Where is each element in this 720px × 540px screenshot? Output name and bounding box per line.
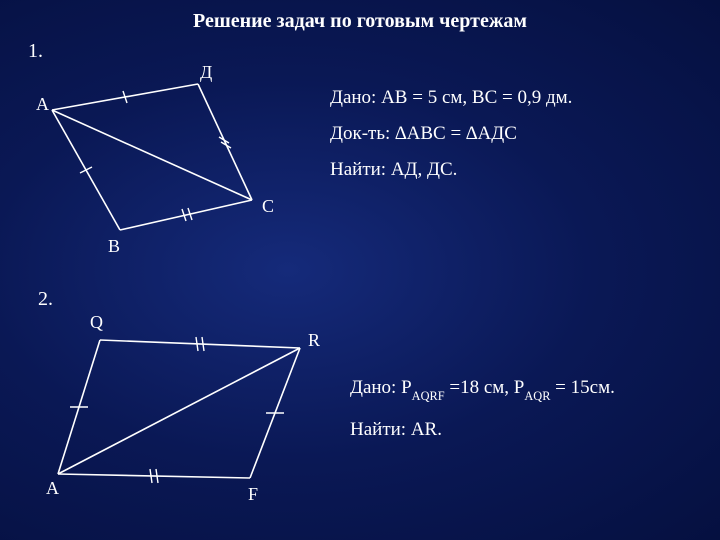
vertex-label-F: F [248, 484, 258, 504]
p2-given-sub1: AQRF [412, 389, 445, 403]
p2-given-suffix: = 15см. [550, 377, 614, 398]
diagonal-AR [58, 348, 300, 474]
problem-2-number: 2. [38, 288, 53, 311]
vertex-label-R: R [308, 330, 320, 350]
edge-QR [100, 340, 300, 348]
vertex-label-B: В [108, 236, 120, 256]
edge-FA [58, 474, 250, 478]
edge-CB [120, 200, 252, 230]
tick-AF-1 [150, 469, 152, 483]
p1-prove: Док-ть: ∆АВС = ∆АДС [330, 116, 572, 152]
p2-given-mid: =18 см, P [445, 377, 525, 398]
vertex-label-A1: А [36, 94, 49, 114]
tick-AF-2 [156, 469, 158, 483]
problem-2-text: Дано: PAQRF =18 см, PAQR = 15см. Найти: … [350, 370, 615, 448]
page-title: Решение задач по готовым чертежам [0, 10, 720, 33]
tick-AB [80, 167, 92, 173]
tick-QR-1 [196, 337, 198, 351]
vertex-label-A2: A [46, 478, 59, 498]
p2-find: Найти: AR. [350, 412, 615, 448]
slide: Решение задач по готовым чертежам 1. А Д… [0, 0, 720, 540]
vertex-label-C: С [262, 196, 274, 216]
p2-given-sub2: AQR [524, 389, 550, 403]
p2-given-prefix: Дано: P [350, 377, 412, 398]
diagonal-AC [52, 110, 252, 200]
p1-given: Дано: АВ = 5 см, ВС = 0,9 дм. [330, 80, 572, 116]
vertex-label-Q: Q [90, 312, 103, 332]
edge-DC [198, 84, 252, 200]
p2-given: Дано: PAQRF =18 см, PAQR = 15см. [350, 370, 615, 412]
figure-1: А Д С В [30, 60, 310, 270]
tick-DC-1 [219, 137, 229, 143]
vertex-label-D: Д [200, 62, 212, 82]
p1-find: Найти: АД, ДС. [330, 152, 572, 188]
problem-1-text: Дано: АВ = 5 см, ВС = 0,9 дм. Док-ть: ∆А… [330, 80, 572, 188]
figure-2: Q R F A [40, 310, 340, 510]
tick-QR-2 [202, 337, 204, 351]
